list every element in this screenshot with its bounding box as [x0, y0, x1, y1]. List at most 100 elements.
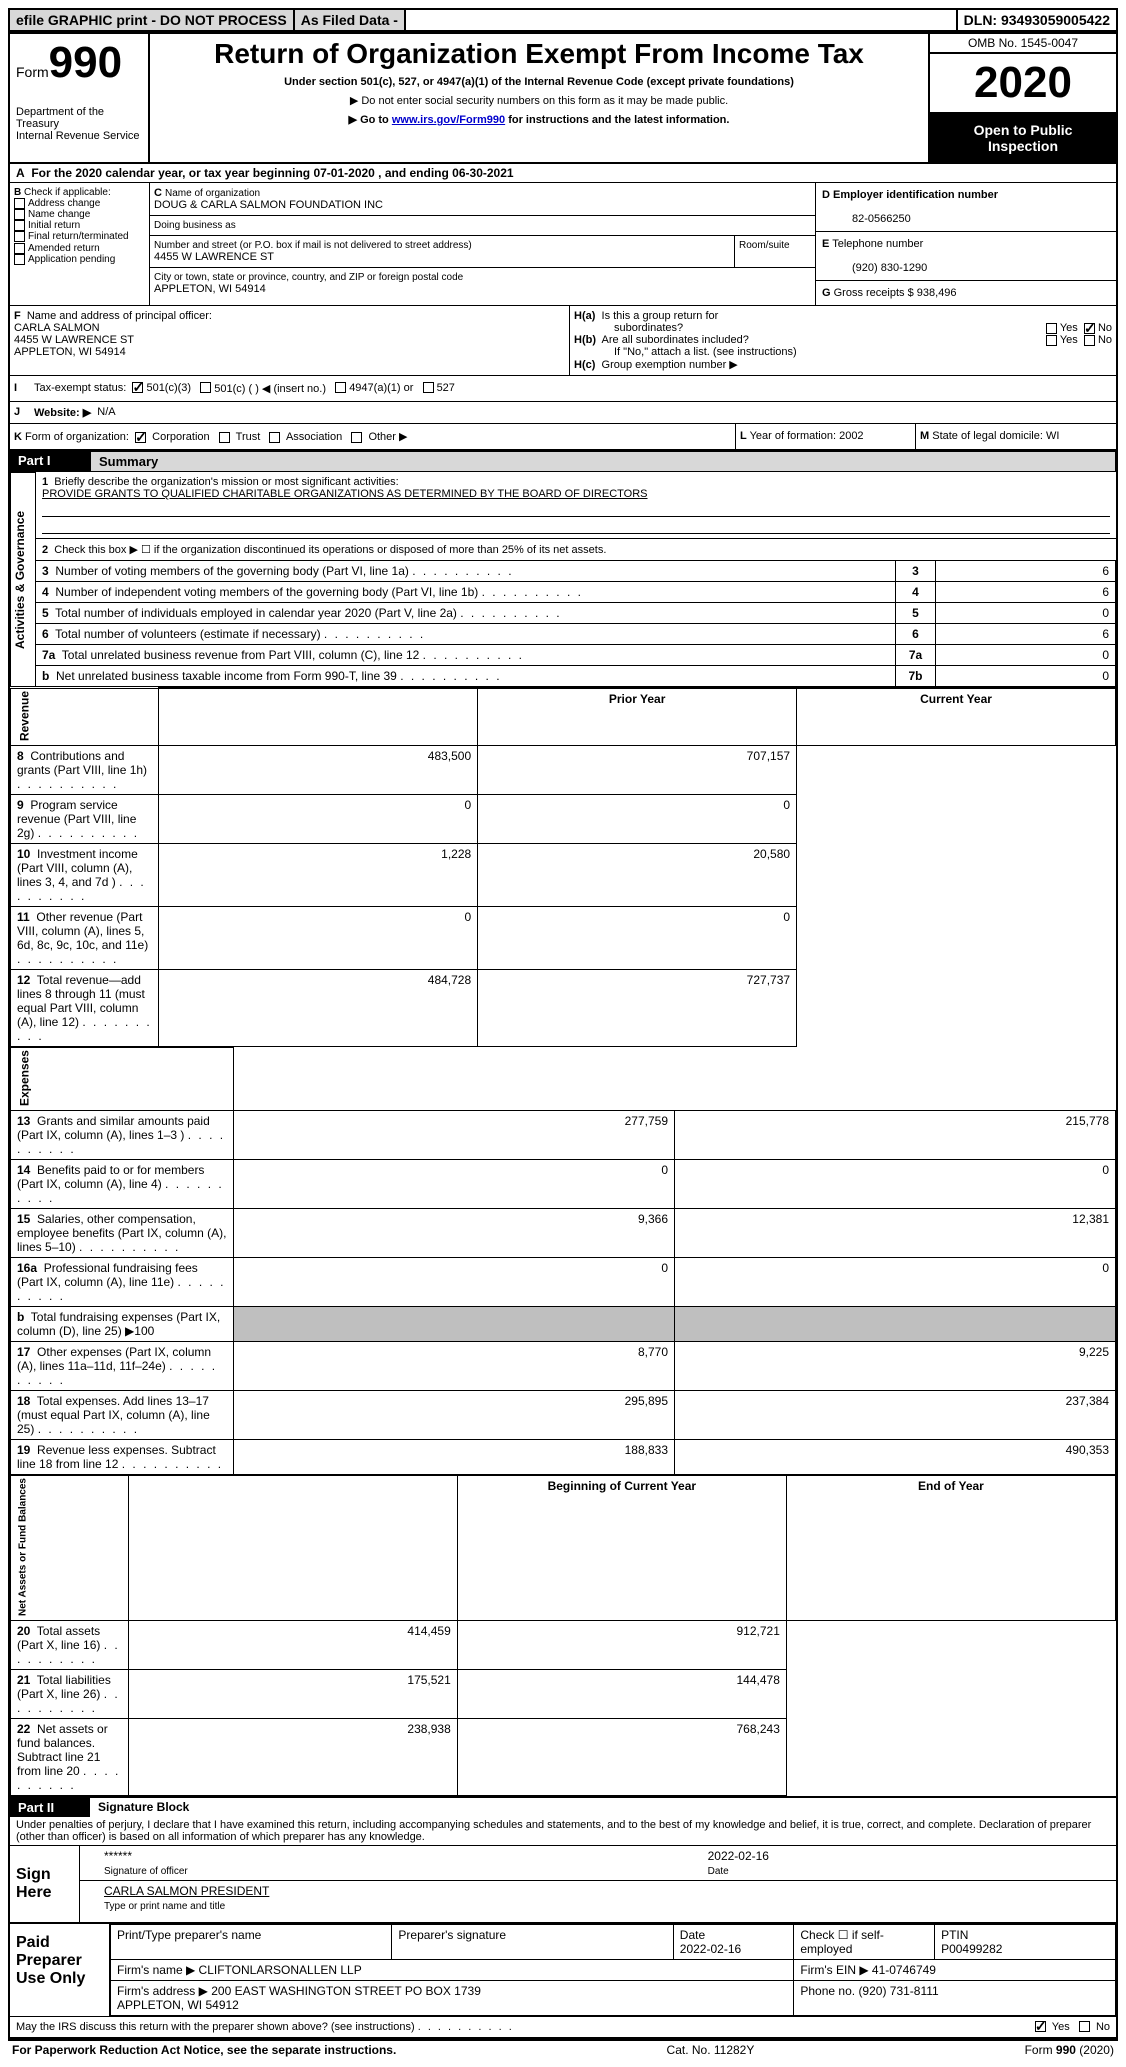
topbar: efile GRAPHIC print - DO NOT PROCESS As …: [8, 8, 1118, 32]
rev-label: Revenue: [11, 688, 159, 745]
discuss-yes-checkbox[interactable]: [1035, 2021, 1046, 2032]
form-title-block: Return of Organization Exempt From Incom…: [150, 34, 930, 162]
exp-label: Expenses: [11, 1047, 234, 1110]
box-b: B Check if applicable: Address change Na…: [10, 183, 150, 305]
paid-preparer-label: Paid Preparer Use Only: [10, 1924, 110, 2016]
summary-row: 6 Total number of volunteers (estimate i…: [36, 624, 1116, 645]
financial-row: b Total fundraising expenses (Part IX, c…: [11, 1306, 1116, 1341]
line-2: 2 Check this box ▶ ☐ if the organization…: [36, 539, 1116, 560]
financial-row: 10 Investment income (Part VIII, column …: [11, 843, 1116, 906]
line-i: I Tax-exempt status: 501(c)(3) 501(c) ( …: [10, 375, 1116, 401]
goto-note: ▶ Go to www.irs.gov/Form990 for instruct…: [158, 113, 920, 126]
summary-row: 5 Total number of individuals employed i…: [36, 603, 1116, 624]
corp-checkbox[interactable]: [135, 432, 146, 443]
org-city: APPLETON, WI 54914: [154, 283, 266, 295]
501c3-checkbox[interactable]: [132, 382, 143, 393]
dln: DLN: 93493059005422: [958, 8, 1118, 32]
financial-row: 14 Benefits paid to or for members (Part…: [11, 1159, 1116, 1208]
lines-3-7: 3 Number of voting members of the govern…: [36, 560, 1116, 687]
line-klm: K Form of organization: Corporation Trus…: [10, 423, 1116, 449]
part1-header: Part I Summary: [10, 449, 1116, 472]
final-return-checkbox[interactable]: [14, 231, 25, 242]
prior-current-head: Revenue Prior Year Current Year 8 Contri…: [10, 687, 1116, 1047]
website: N/A: [97, 406, 115, 419]
may-irs-discuss: May the IRS discuss this return with the…: [10, 2016, 1116, 2037]
box-h: H(a) Is this a group return for subordin…: [570, 306, 1116, 375]
financial-row: 17 Other expenses (Part IX, column (A), …: [11, 1341, 1116, 1390]
as-filed-blank: [406, 8, 958, 32]
form-subtitle: Under section 501(c), 527, or 4947(a)(1)…: [158, 76, 920, 88]
financial-row: 15 Salaries, other compensation, employe…: [11, 1208, 1116, 1257]
financial-row: 18 Total expenses. Add lines 13–17 (must…: [11, 1390, 1116, 1439]
trust-checkbox[interactable]: [219, 432, 230, 443]
irs-label: Internal Revenue Service: [16, 130, 142, 142]
efile-notice: efile GRAPHIC print - DO NOT PROCESS: [8, 8, 295, 32]
part2-header: Part II Signature Block: [10, 1796, 1116, 1817]
form-word: Form: [16, 64, 49, 80]
sign-here-label: Sign Here: [10, 1846, 80, 1922]
hb-no-checkbox[interactable]: [1084, 335, 1095, 346]
discuss-no-checkbox[interactable]: [1079, 2021, 1090, 2032]
officer-sig-name: CARLA SALMON PRESIDENT: [104, 1884, 269, 1898]
other-checkbox[interactable]: [351, 432, 362, 443]
line-1: 1 Briefly describe the organization's mi…: [36, 472, 1116, 539]
financial-row: 16a Professional fundraising fees (Part …: [11, 1257, 1116, 1306]
box-deg: D Employer identification number 82-0566…: [816, 183, 1116, 305]
as-filed-label: As Filed Data -: [295, 8, 406, 32]
tax-year: 2020: [930, 54, 1116, 114]
actgov-label: Activities & Governance: [10, 472, 36, 687]
financial-row: 22 Net assets or fund balances. Subtract…: [11, 1718, 1116, 1795]
527-checkbox[interactable]: [423, 382, 434, 393]
summary-row: 7a Total unrelated business revenue from…: [36, 645, 1116, 666]
box-f: F Name and address of principal officer:…: [10, 306, 570, 375]
sign-here-block: Sign Here ****** Signature of officer 20…: [10, 1846, 1116, 1924]
summary-row: b Net unrelated business taxable income …: [36, 666, 1116, 687]
financial-row: 9 Program service revenue (Part VIII, li…: [11, 794, 1116, 843]
form-id-block: Form990 Department of the Treasury Inter…: [10, 34, 150, 162]
gross-receipts: 938,496: [917, 287, 957, 299]
box-c: C Name of organization DOUG & CARLA SALM…: [150, 183, 816, 305]
amended-return-checkbox[interactable]: [14, 243, 25, 254]
exp-table: Expenses 13 Grants and similar amounts p…: [10, 1047, 1116, 1475]
paid-preparer-block: Paid Preparer Use Only Print/Type prepar…: [10, 1924, 1116, 2016]
org-name: DOUG & CARLA SALMON FOUNDATION INC: [154, 199, 383, 211]
app-pending-checkbox[interactable]: [14, 254, 25, 265]
form-number: 990: [49, 38, 122, 87]
omb-number: OMB No. 1545-0047: [930, 34, 1116, 54]
ha-no-checkbox[interactable]: [1084, 323, 1095, 334]
4947-checkbox[interactable]: [335, 382, 346, 393]
initial-return-checkbox[interactable]: [14, 220, 25, 231]
open-public-badge: Open to Public Inspection: [930, 114, 1116, 162]
financial-row: 8 Contributions and grants (Part VIII, l…: [11, 745, 1116, 794]
501c-checkbox[interactable]: [200, 382, 211, 393]
perjury-text: Under penalties of perjury, I declare th…: [10, 1817, 1116, 1846]
net-label: Net Assets or Fund Balances: [11, 1475, 129, 1620]
hb-yes-checkbox[interactable]: [1046, 335, 1057, 346]
form-title: Return of Organization Exempt From Incom…: [158, 38, 920, 70]
financial-row: 20 Total assets (Part X, line 16) 414,45…: [11, 1620, 1116, 1669]
summary-row: 4 Number of independent voting members o…: [36, 582, 1116, 603]
ssn-note: ▶ Do not enter social security numbers o…: [158, 94, 920, 107]
summary-row: 3 Number of voting members of the govern…: [36, 561, 1116, 582]
financial-row: 19 Revenue less expenses. Subtract line …: [11, 1439, 1116, 1474]
name-change-checkbox[interactable]: [14, 209, 25, 220]
part1-body: Activities & Governance 1 Briefly descri…: [10, 472, 1116, 687]
officer-name: CARLA SALMON: [14, 322, 100, 334]
irs-link[interactable]: www.irs.gov/Form990: [392, 114, 505, 126]
form-header: Form990 Department of the Treasury Inter…: [10, 34, 1116, 164]
assoc-checkbox[interactable]: [269, 432, 280, 443]
financial-row: 21 Total liabilities (Part X, line 26) 1…: [11, 1669, 1116, 1718]
line-j: J Website: ▶ N/A: [10, 401, 1116, 423]
fh-block: F Name and address of principal officer:…: [10, 305, 1116, 375]
ein: 82-0566250: [822, 213, 911, 225]
year-block: OMB No. 1545-0047 2020 Open to Public In…: [930, 34, 1116, 162]
addr-change-checkbox[interactable]: [14, 198, 25, 209]
line-a: A For the 2020 calendar year, or tax yea…: [10, 164, 1116, 183]
dept-treasury: Department of the Treasury: [16, 106, 142, 130]
financial-row: 12 Total revenue—add lines 8 through 11 …: [11, 969, 1116, 1046]
form-990-page: efile GRAPHIC print - DO NOT PROCESS As …: [0, 0, 1126, 2067]
ha-yes-checkbox[interactable]: [1046, 323, 1057, 334]
mission-text: PROVIDE GRANTS TO QUALIFIED CHARITABLE O…: [42, 488, 648, 500]
financial-row: 11 Other revenue (Part VIII, column (A),…: [11, 906, 1116, 969]
phone: (920) 830-1290: [822, 262, 927, 274]
